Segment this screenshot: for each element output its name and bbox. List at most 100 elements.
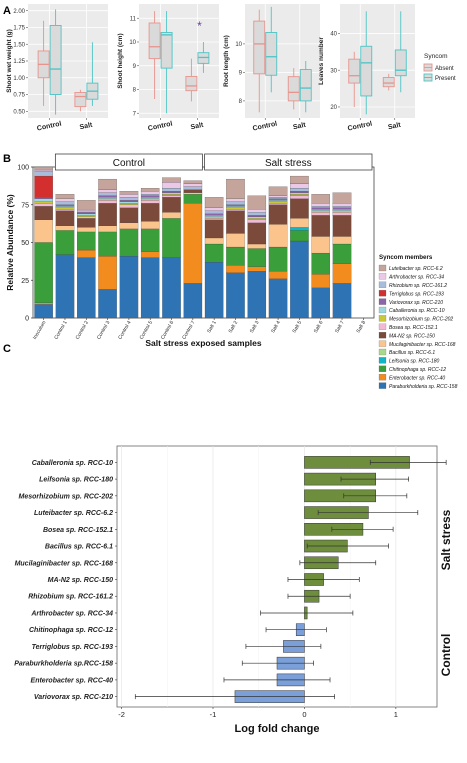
legend-swatch <box>378 315 387 322</box>
bar-segment <box>34 198 53 202</box>
bar-segment <box>226 210 245 234</box>
bar-label: Bacillus sp. RCC-6.1 <box>45 544 113 551</box>
legend-swatch <box>378 357 387 364</box>
bar-segment <box>162 257 181 319</box>
bar-segment <box>77 212 96 214</box>
bar-segment <box>247 216 267 219</box>
box <box>253 20 266 75</box>
x-tick-label: -1 <box>210 710 217 719</box>
bar-segment <box>204 262 224 319</box>
bar-label: Terriglobus sp. RCC-193 <box>32 644 114 651</box>
bar-segment <box>226 206 245 208</box>
x-tick-label: Salt <box>190 122 205 132</box>
legend-label: MA-N2 sp. RCC-150 <box>389 333 435 339</box>
bar-segment <box>204 219 224 239</box>
bar-segment <box>77 257 96 319</box>
bar-label: Enterobacter sp. RCC-40 <box>31 677 114 684</box>
bar-segment <box>226 233 245 248</box>
bar-segment <box>183 183 203 187</box>
legend-title: Syncom members <box>379 254 433 261</box>
bar-segment <box>34 175 53 198</box>
bar-segment <box>247 209 267 213</box>
y-axis-label: Root length (cm) <box>223 35 230 87</box>
bar-segment <box>268 195 288 198</box>
bar-segment <box>268 246 288 272</box>
bar-segment <box>55 254 75 319</box>
bar-label: Mucilaginibacter sp. RCC-168 <box>15 560 114 567</box>
bar-segment <box>226 204 245 207</box>
x-tick-label: Control <box>36 121 62 133</box>
bar-segment <box>204 218 224 220</box>
bar-segment <box>162 195 181 198</box>
bar-segment <box>140 197 160 199</box>
bar-segment <box>311 212 330 216</box>
bar-segment <box>226 198 245 202</box>
bar-segment <box>226 201 245 205</box>
bar-segment <box>332 210 352 213</box>
bar-segment <box>290 218 309 228</box>
bar-segment <box>332 215 352 237</box>
legend-swatch <box>378 382 387 389</box>
y-tick-label: 9 <box>239 71 243 77</box>
bar-segment <box>268 203 288 205</box>
y-tick-label: 8 <box>239 99 243 105</box>
bar-segment <box>247 215 267 217</box>
bar-segment <box>332 243 352 264</box>
legend-swatch <box>378 306 387 314</box>
panel-c: -2 -1 0 1 Caballeronia sp. RCC-10 Leifsonia s… <box>14 445 453 735</box>
bar-segment <box>290 227 309 231</box>
bar-segment <box>98 203 117 226</box>
legend-label: Mucilaginibacter sp. RCC-168 <box>389 342 456 348</box>
y-tick-label: 75 <box>21 202 29 209</box>
y-tick-label: 9 <box>133 64 137 70</box>
bar-segment <box>140 228 160 252</box>
box <box>160 32 173 69</box>
legend-label: Leifsonia sp. RCC-180 <box>389 359 440 365</box>
panel-a: 0.50 0.75 1.00 1.25 1.50 1.75 2.00 Control Salt S… <box>6 4 456 133</box>
bar-segment <box>290 194 309 196</box>
legend-label: Terriglobus sp. RCC-193 <box>389 291 444 297</box>
x-tick-label: Control <box>252 121 278 133</box>
bar-segment <box>140 191 160 195</box>
box <box>394 49 407 77</box>
legend-swatch <box>378 264 387 272</box>
bar-segment <box>162 194 181 196</box>
legend-label: Present <box>435 76 456 82</box>
x-tick-label: -2 <box>118 710 125 719</box>
box <box>185 75 198 92</box>
bar-segment <box>162 182 181 189</box>
bar-segment <box>162 218 181 258</box>
side-label-control: Control <box>439 634 453 677</box>
bar-label: Arthrobacter sp. RCC-34 <box>30 610 113 617</box>
bar-segment <box>247 248 267 267</box>
bar-segment <box>332 192 352 204</box>
bar-label: Paraburkholderia sp.RCC-158 <box>14 661 113 668</box>
x-axis-label: Salt stress exposed samples <box>145 338 262 348</box>
bar-segment <box>98 255 117 290</box>
y-tick-label: 0 <box>25 316 29 323</box>
bar-segment <box>119 228 139 257</box>
bar-segment <box>226 207 245 210</box>
y-tick-label: 100 <box>17 165 29 172</box>
bar-segment <box>268 271 288 279</box>
panel-label-a: A <box>3 5 11 17</box>
bar-segment <box>98 197 117 199</box>
bar-segment <box>311 287 330 319</box>
legend-label: Luteibacter sp. RCC-6.2 <box>389 266 443 272</box>
panel-b: 0 25 50 75 100 Inoculum Control 1 Control 2 Cont… <box>5 153 458 390</box>
bar-segment <box>332 263 352 284</box>
panel-label-c: C <box>3 343 11 355</box>
bar-label: Leifsonia sp. RCC-180 <box>39 477 113 484</box>
bar-segment <box>247 271 267 319</box>
bar-segment <box>55 207 75 210</box>
bar-segment <box>311 274 330 288</box>
x-tick-label: Control 1 <box>53 320 68 341</box>
bar-label: Caballeronia sp. RCC-10 <box>32 460 113 467</box>
y-tick-label: 1.50 <box>13 42 25 48</box>
bar-segment <box>140 200 160 204</box>
x-tick-label: Salt 2 <box>228 320 240 334</box>
y-axis-label: Relative Abundance (%) <box>5 194 15 291</box>
y-tick-label: 10 <box>235 42 242 48</box>
bar-segment <box>226 209 245 211</box>
bar-segment <box>119 201 139 204</box>
